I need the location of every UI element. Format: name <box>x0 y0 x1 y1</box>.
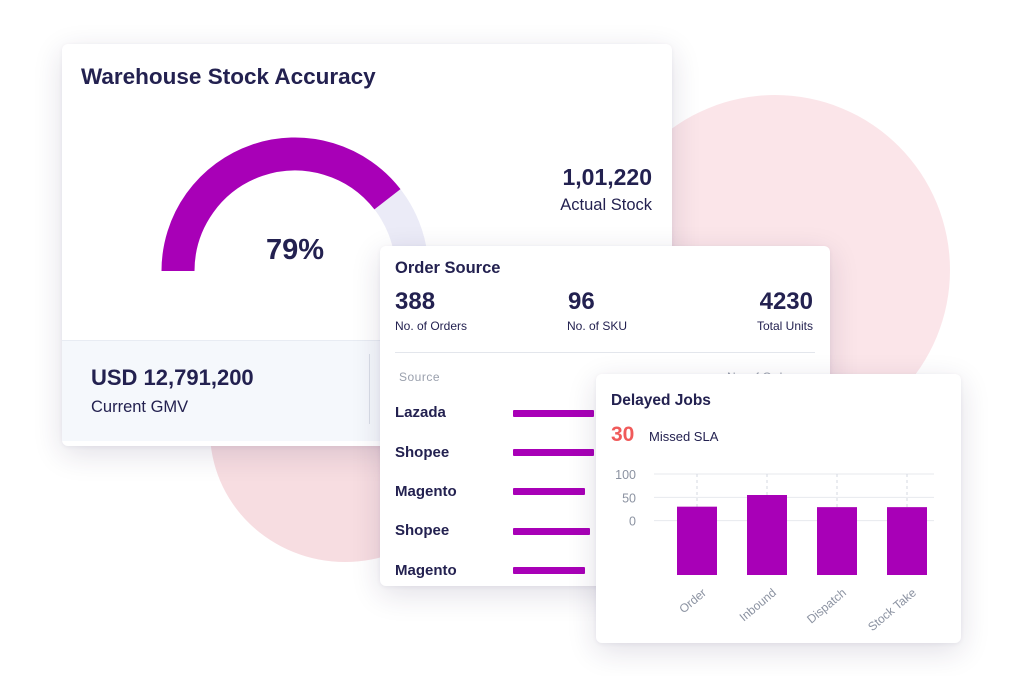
source-bar <box>513 410 594 417</box>
bar <box>817 507 857 575</box>
source-label: Lazada <box>395 404 446 421</box>
x-tick-label: Inbound <box>737 586 779 625</box>
bar <box>747 495 787 575</box>
source-label: Shopee <box>395 522 450 539</box>
sku-label: No. of SKU <box>567 319 628 333</box>
missed-sla-label: Missed SLA <box>649 429 719 444</box>
orders-label: No. of Orders <box>395 319 468 333</box>
x-tick-label: Dispatch <box>804 586 849 627</box>
source-column-header: Source <box>399 370 441 384</box>
source-label: Magento <box>395 483 457 500</box>
footer-divider <box>369 354 370 424</box>
accuracy-gauge <box>161 137 429 272</box>
gmv-value: USD 12,791,200 <box>91 365 254 390</box>
gauge-fill <box>161 137 401 272</box>
actual-stock-value: 1,01,220 <box>562 164 652 190</box>
orders-count: 388 <box>395 288 436 315</box>
y-tick-label: 50 <box>622 491 636 505</box>
y-tick-label: 0 <box>629 515 636 529</box>
source-bar <box>513 488 585 495</box>
actual-stock-label: Actual Stock <box>560 196 652 214</box>
source-bar <box>513 449 594 456</box>
source-bar <box>513 528 590 535</box>
source-label: Magento <box>395 562 457 579</box>
section-divider <box>395 352 815 353</box>
bar <box>887 507 927 575</box>
sku-count: 96 <box>568 288 595 315</box>
total-units-label: Total Units <box>756 319 813 333</box>
delayed-jobs-card: 100 50 0 Order Inbound Dispatch Stock Take Del… <box>596 374 961 643</box>
bar <box>677 506 717 575</box>
x-tick-label: Order <box>676 586 709 616</box>
gmv-label: Current GMV <box>91 398 189 416</box>
delayed-jobs-chart: 100 50 0 Order Inbound Dispatch Stock Take <box>615 468 934 634</box>
accuracy-percentage: 79% <box>265 234 325 266</box>
total-units-count: 4230 <box>759 288 813 315</box>
y-tick-label: 100 <box>615 468 636 482</box>
card-title: Delayed Jobs <box>611 392 711 409</box>
card-title: Warehouse Stock Accuracy <box>81 64 376 89</box>
source-bar <box>513 567 585 574</box>
x-tick-label: Stock Take <box>865 585 919 634</box>
source-label: Shopee <box>395 444 450 461</box>
delayed-jobs-count: 30 <box>611 423 635 446</box>
card-title: Order Source <box>395 259 501 277</box>
